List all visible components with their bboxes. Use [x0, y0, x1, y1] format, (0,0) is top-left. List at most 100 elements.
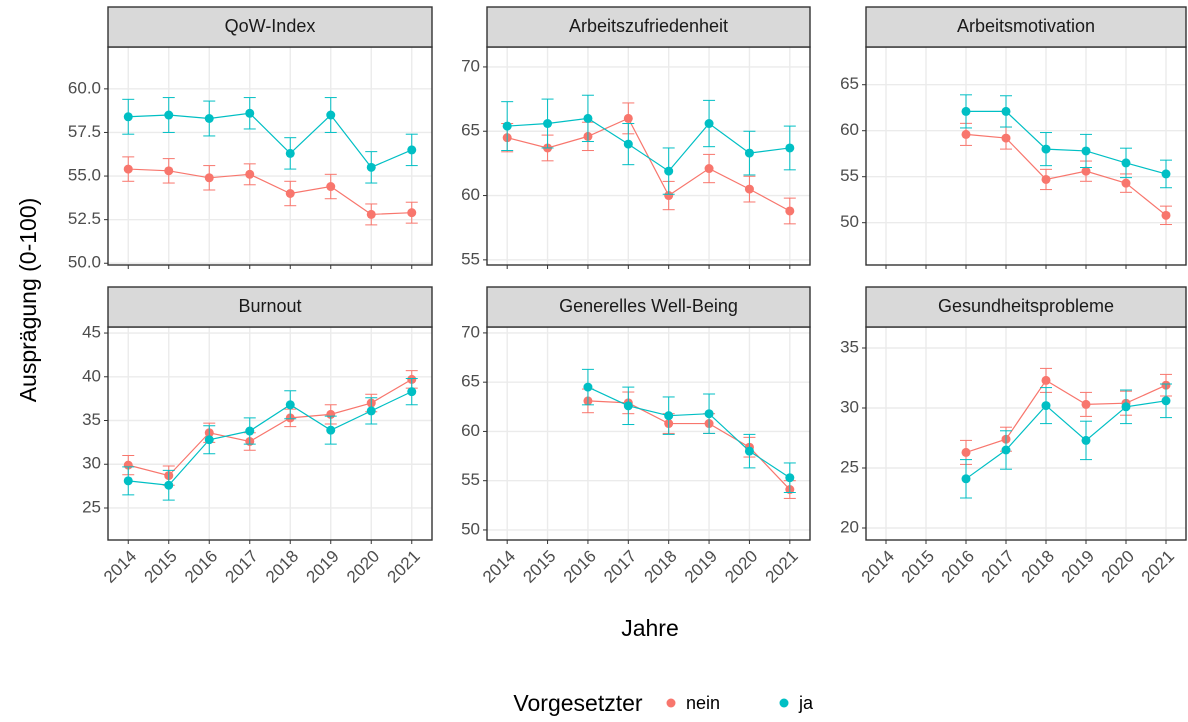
y-tick-label: 60 [461, 421, 480, 440]
point [583, 113, 593, 123]
point [123, 112, 133, 122]
strip-title: Generelles Well-Being [559, 296, 738, 316]
strip [486, 286, 811, 328]
point [744, 184, 754, 194]
legend-label: ja [798, 693, 814, 713]
point [123, 164, 133, 174]
y-tick-label: 70 [461, 322, 480, 341]
strip [107, 286, 433, 328]
y-tick-label: 65 [461, 121, 480, 140]
y-tick-label: 25 [82, 497, 101, 516]
x-tick-label: 2019 [1058, 547, 1098, 587]
series-line [128, 391, 413, 486]
point [543, 119, 553, 129]
point [123, 476, 133, 486]
point [204, 114, 214, 124]
x-tick-label: 2015 [141, 547, 181, 587]
y-tick-label: 52.5 [68, 209, 101, 228]
point [326, 409, 336, 419]
y-tick-label: 40 [82, 366, 101, 385]
point [123, 460, 133, 470]
x-tick-label: 2017 [978, 547, 1018, 587]
y-tick-label: 65 [840, 74, 859, 93]
point [326, 110, 336, 120]
y-tick-label: 50 [840, 212, 859, 231]
point [1121, 158, 1131, 168]
point [583, 382, 593, 392]
y-tick-label: 30 [82, 454, 101, 473]
x-tick-label: 2018 [262, 547, 302, 587]
series-line [128, 168, 412, 216]
point [1081, 166, 1091, 176]
x-tick-label: 2014 [100, 547, 140, 587]
point [785, 143, 795, 153]
point [704, 119, 714, 129]
point [623, 139, 633, 149]
strip [865, 6, 1187, 48]
y-tick-label: 60 [840, 120, 859, 139]
point [1161, 210, 1171, 220]
point [1041, 375, 1051, 385]
point [1161, 169, 1171, 179]
x-tick-label: 2016 [181, 547, 221, 587]
y-tick-label: 60.0 [68, 78, 101, 97]
y-tick-label: 45 [82, 323, 101, 342]
x-tick-label: 2017 [600, 547, 640, 587]
point [1161, 396, 1171, 406]
point [1121, 402, 1131, 412]
series-line [128, 112, 412, 169]
point [245, 108, 255, 118]
point [407, 208, 417, 218]
panel-background [108, 327, 432, 540]
x-tick-label: 2015 [898, 547, 938, 587]
point [1001, 106, 1011, 116]
point [664, 166, 674, 176]
point [785, 206, 795, 216]
panel-background [866, 327, 1186, 540]
point [326, 425, 336, 435]
point [1041, 174, 1051, 184]
point [326, 182, 336, 192]
strip-title: Arbeitszufriedenheit [569, 16, 728, 36]
series-line [507, 117, 790, 172]
point [1081, 146, 1091, 156]
y-tick-label: 30 [840, 397, 859, 416]
point [285, 400, 295, 410]
point [1081, 435, 1091, 445]
y-tick-label: 65 [461, 372, 480, 391]
point [407, 387, 417, 397]
y-tick-label: 55 [461, 470, 480, 489]
point [366, 209, 376, 219]
point [744, 148, 754, 158]
x-tick-label: 2016 [560, 547, 600, 587]
point [1121, 178, 1131, 188]
point [664, 411, 674, 421]
point [164, 166, 174, 176]
x-tick-label: 2021 [1138, 547, 1178, 587]
y-tick-label: 55.0 [68, 166, 101, 185]
panel-background [108, 47, 432, 265]
x-tick-label: 2018 [641, 547, 681, 587]
point [366, 162, 376, 172]
strip-title: Arbeitsmotivation [957, 16, 1095, 36]
y-tick-label: 35 [82, 410, 101, 429]
x-tick-label: 2016 [938, 547, 978, 587]
x-tick-label: 2019 [681, 547, 721, 587]
strip [865, 286, 1187, 328]
panel-background [866, 47, 1186, 265]
x-tick-label: 2021 [384, 547, 424, 587]
legend-marker [666, 698, 676, 708]
point [664, 191, 674, 201]
point [961, 447, 971, 457]
point [407, 145, 417, 155]
series-line [128, 378, 413, 477]
strip [486, 6, 811, 48]
point [164, 110, 174, 120]
x-tick-label: 2017 [222, 547, 262, 587]
point [204, 435, 214, 445]
point [366, 406, 376, 416]
y-tick-label: 57.5 [68, 122, 101, 141]
point [623, 401, 633, 411]
x-tick-label: 2014 [479, 547, 519, 587]
